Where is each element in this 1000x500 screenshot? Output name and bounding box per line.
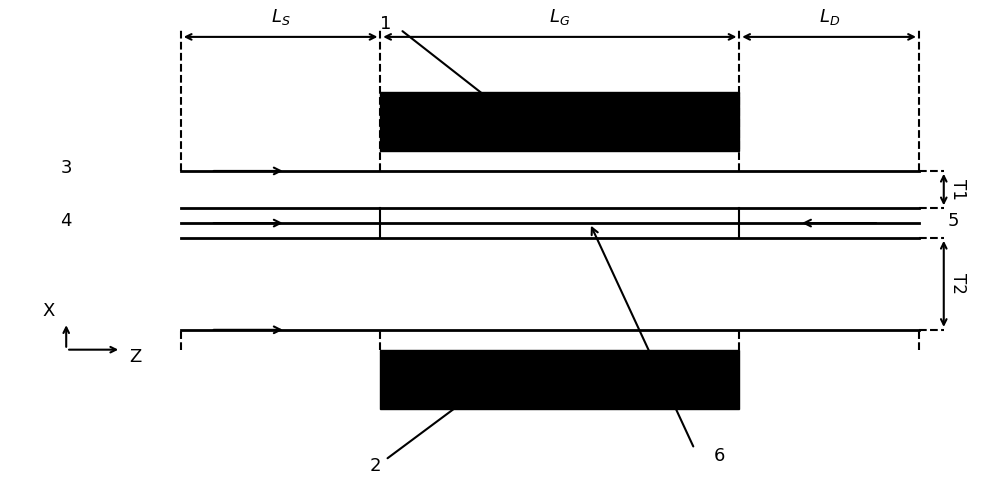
- Text: $L_G$: $L_G$: [549, 7, 570, 27]
- Text: 6: 6: [714, 448, 725, 466]
- Text: 1: 1: [380, 16, 391, 34]
- Text: T1: T1: [949, 179, 967, 200]
- Text: Z: Z: [129, 348, 141, 366]
- Text: $L_D$: $L_D$: [819, 7, 840, 27]
- Text: 5: 5: [948, 212, 959, 230]
- Text: $L_S$: $L_S$: [271, 7, 290, 27]
- Bar: [380, 350, 739, 409]
- Text: 3: 3: [60, 160, 72, 178]
- Bar: [380, 92, 739, 151]
- Text: X: X: [42, 302, 54, 320]
- Text: 2: 2: [370, 458, 381, 475]
- Text: T2: T2: [949, 274, 967, 294]
- Text: 4: 4: [60, 212, 72, 230]
